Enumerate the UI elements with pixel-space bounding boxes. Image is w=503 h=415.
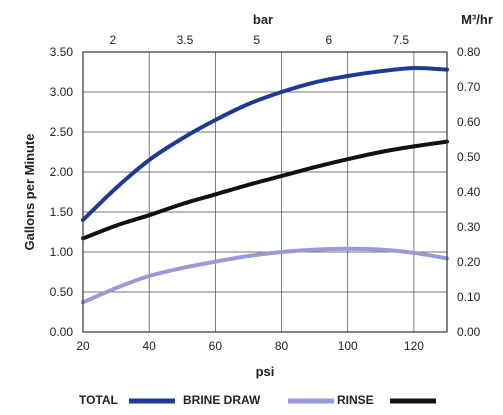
y-tick-label: 1.00 [50,245,74,259]
right-tick-label: 0.10 [457,290,481,304]
right-tick-label: 0.70 [457,80,481,94]
y-tick-label: 2.50 [50,125,74,139]
top-tick-label: 6 [326,33,333,47]
top-axis-title: bar [253,12,273,27]
x-tick-label: 120 [404,339,424,353]
top-tick-label: 3.5 [177,33,194,47]
y-tick-label: 3.50 [50,45,74,59]
x-tick-label: 60 [209,339,223,353]
y-tick-label: 0.50 [50,285,74,299]
y-tick-label: 3.00 [50,85,74,99]
y-tick-label: 0.00 [50,325,74,339]
legend: TOTAL BRINE DRAW RINSE [79,393,436,407]
series-layer [81,65,449,305]
top-tick-label: 7.5 [392,33,409,47]
grid [82,51,447,333]
x-tick-label: 40 [143,339,157,353]
x-axis-title: psi [256,364,275,379]
right-tick-label: 0.30 [457,220,481,234]
right-tick-label: 0.50 [457,150,481,164]
top-tick-label: 5 [253,33,260,47]
series-line-1 [81,246,449,305]
right-tick-label: 0.60 [457,115,481,129]
x-tick-label: 100 [338,339,358,353]
plot-frame [82,51,448,333]
right-axis-title: M³/hr [461,12,493,27]
x-tick-label: 20 [76,339,90,353]
right-tick-label: 0.00 [457,325,481,339]
right-tick-label: 0.40 [457,185,481,199]
right-tick-label: 0.20 [457,255,481,269]
x-tick-label: 80 [275,339,289,353]
y-axis-title: Gallons per Minute [22,133,37,250]
legend-label: RINSE [337,393,374,407]
legend-label: BRINE DRAW [183,393,261,407]
right-tick-label: 0.80 [457,45,481,59]
series-line-2 [81,139,449,241]
y-tick-label: 2.00 [50,165,74,179]
top-tick-label: 2 [109,33,116,47]
series-line-0 [81,65,449,222]
legend-label: TOTAL [79,393,118,407]
tick-labels: 0.00 0.50 1.00 1.50 2.00 2.50 3.00 3.50 20 40 60 80… [50,33,481,353]
y-tick-label: 1.50 [50,205,74,219]
